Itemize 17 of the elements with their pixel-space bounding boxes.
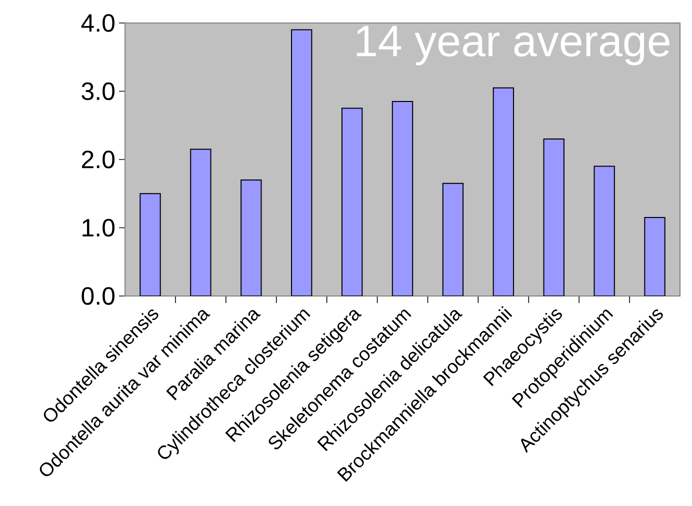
bar — [140, 193, 161, 296]
y-tick-label: 3.0 — [82, 82, 115, 100]
bar — [392, 100, 414, 296]
y-tick-label: 0.0 — [82, 287, 115, 305]
bar — [341, 108, 363, 296]
bar — [594, 166, 615, 296]
bar — [543, 138, 564, 296]
bar — [644, 217, 666, 296]
bar — [190, 148, 212, 296]
bar — [291, 29, 312, 296]
y-tick-label: 4.0 — [81, 14, 115, 32]
y-tick-label: 2.0 — [82, 150, 115, 168]
bar — [442, 182, 464, 296]
bar — [492, 87, 514, 296]
bar — [240, 179, 262, 296]
chart-title: 14 year average — [356, 26, 670, 66]
y-tick-label: 1.0 — [82, 218, 115, 237]
